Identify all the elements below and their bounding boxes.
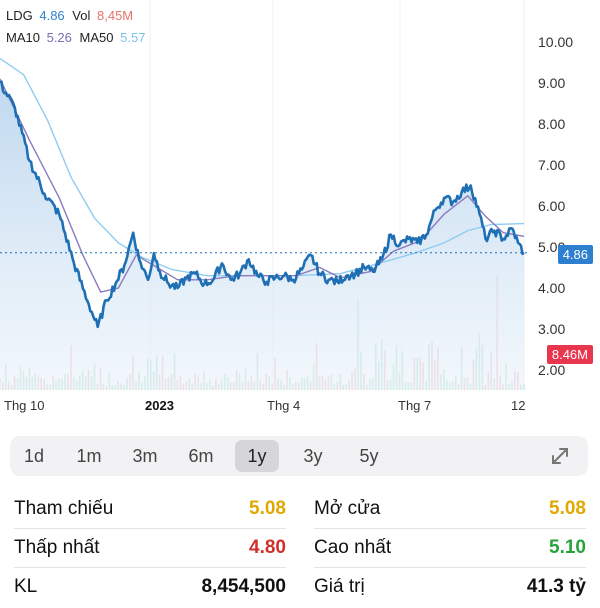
y-tick-label: 10.00 <box>538 34 573 50</box>
price-value: 4.86 <box>39 8 65 23</box>
chart-legend-line1: LDG 4.86 Vol 8,45M <box>6 8 137 24</box>
ma10-line <box>0 78 525 293</box>
vol-label: Vol <box>72 8 91 23</box>
stats-row: Thấp nhất 4.80 Cao nhất 5.10 <box>0 529 600 569</box>
chart-legend-line2: MA10 5.26 MA50 5.57 <box>6 30 149 46</box>
range-6m-button[interactable]: 6m <box>188 446 214 466</box>
y-tick-label: 7.00 <box>538 157 565 173</box>
range-1m-button[interactable]: 1m <box>76 446 102 466</box>
value-label: Giá trị <box>314 576 365 597</box>
row-divider <box>314 567 586 568</box>
price-line <box>0 80 525 329</box>
y-tick-label: 8.00 <box>538 116 565 132</box>
current-price-tag: 4.86 <box>557 245 593 264</box>
price-chart[interactable]: 10.009.008.007.006.005.004.003.002.00 <box>0 0 600 420</box>
volume-label: KL <box>14 576 38 597</box>
time-range-selector: 1d 1m 3m 6m 1y 3y 5y <box>10 436 588 476</box>
ma50-value: 5.57 <box>120 30 146 45</box>
high-value: 5.10 <box>549 537 586 558</box>
ma10-value: 5.26 <box>46 30 72 45</box>
open-value: 5.08 <box>549 498 586 519</box>
range-5y-button[interactable]: 5y <box>359 446 379 466</box>
range-1y-button[interactable]: 1y <box>235 440 279 472</box>
current-volume-tag: 8.46M <box>546 345 593 364</box>
high-label: Cao nhất <box>314 537 392 558</box>
volume-value: 8,454,500 <box>201 576 286 597</box>
open-label: Mở cửa <box>314 498 381 519</box>
price-area-fill <box>0 81 524 390</box>
vol-value: 8,45M <box>97 8 134 23</box>
low-value: 4.80 <box>249 537 286 558</box>
y-tick-label: 4.00 <box>538 280 565 296</box>
low-label: Thấp nhất <box>14 537 100 558</box>
ref-value: 5.08 <box>249 498 286 519</box>
row-divider <box>314 528 586 529</box>
ma10-label: MA10 <box>6 30 40 45</box>
ref-label: Tham chiếu <box>14 498 114 519</box>
range-3y-button[interactable]: 3y <box>303 446 323 466</box>
row-divider <box>14 528 286 529</box>
y-tick-label: 6.00 <box>538 198 565 214</box>
stats-row: KL 8,454,500 Giá trị 41.3 tỷ <box>0 568 600 608</box>
x-tick-label: Thg 7 <box>398 398 432 413</box>
value-value: 41.3 tỷ <box>526 576 586 597</box>
x-tick-label: Thg 10 <box>4 398 45 413</box>
row-divider <box>14 567 286 568</box>
y-tick-label: 2.00 <box>538 362 565 378</box>
y-tick-label: 9.00 <box>538 75 565 91</box>
ma50-label: MA50 <box>79 30 114 45</box>
range-1d-button[interactable]: 1d <box>23 446 45 466</box>
x-tick-label: Thg 4 <box>267 398 301 413</box>
range-3m-button[interactable]: 3m <box>132 446 158 466</box>
symbol-label: LDG <box>6 8 33 23</box>
y-tick-label: 3.00 <box>538 321 565 337</box>
x-tick-label: 12 <box>511 398 526 413</box>
stats-row: Tham chiếu 5.08 Mở cửa 5.08 <box>0 490 600 530</box>
x-tick-label: 2023 <box>145 398 174 413</box>
expand-diagonal-icon[interactable] <box>546 442 574 470</box>
